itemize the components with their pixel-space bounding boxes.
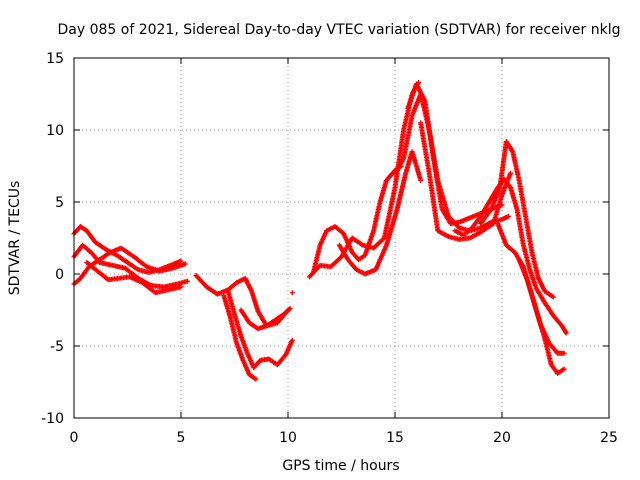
series-track16 [452, 176, 569, 336]
data-point [182, 261, 188, 267]
data-point [505, 213, 511, 219]
y-tick-label: 5 [55, 195, 64, 211]
x-tick-label: 0 [70, 430, 79, 446]
data-point [289, 337, 295, 343]
series-track8 [238, 306, 293, 332]
y-tick-label: 15 [46, 51, 64, 67]
data-point [563, 330, 569, 336]
data-point [178, 284, 184, 290]
series-track19 [516, 257, 567, 376]
chart-title: Day 085 of 2021, Sidereal Day-to-day VTE… [58, 22, 621, 38]
series-track17 [478, 139, 556, 300]
x-tick-label: 10 [279, 430, 297, 446]
plot-frame [73, 57, 610, 419]
series-track3 [71, 245, 188, 287]
data-point [178, 258, 184, 264]
x-tick-label: 25 [600, 430, 618, 446]
series-track13 [392, 91, 511, 234]
x-tick-label: 20 [493, 430, 511, 446]
x-tick-label: 5 [177, 430, 186, 446]
series-track9 [289, 290, 295, 296]
data-point [508, 170, 514, 176]
series-track4 [84, 259, 184, 296]
data-point [561, 366, 567, 372]
series-track7 [221, 293, 259, 382]
x-tick-label: 15 [386, 430, 404, 446]
axis-ticks: 0 5 10 15 20 25 -10 -5 0 5 10 15 [41, 51, 618, 446]
data-point [287, 306, 293, 312]
data-point [289, 290, 295, 296]
y-tick-label: -10 [41, 411, 64, 427]
data-point [550, 294, 556, 300]
x-axis-label: GPS time / hours [282, 458, 399, 474]
data-point [561, 350, 567, 356]
series-track12 [336, 149, 424, 277]
y-axis-label: SDTVAR / TECUs [7, 181, 23, 296]
series-track14 [405, 81, 505, 227]
series-track6 [225, 288, 295, 371]
y-tick-label: 10 [46, 123, 64, 139]
series-track5 [193, 272, 291, 329]
y-tick-label: 0 [55, 267, 64, 283]
data-point [184, 278, 190, 284]
y-tick-label: -5 [50, 339, 64, 355]
data-point [253, 376, 259, 382]
data-points [71, 79, 569, 382]
data-point [418, 177, 424, 183]
